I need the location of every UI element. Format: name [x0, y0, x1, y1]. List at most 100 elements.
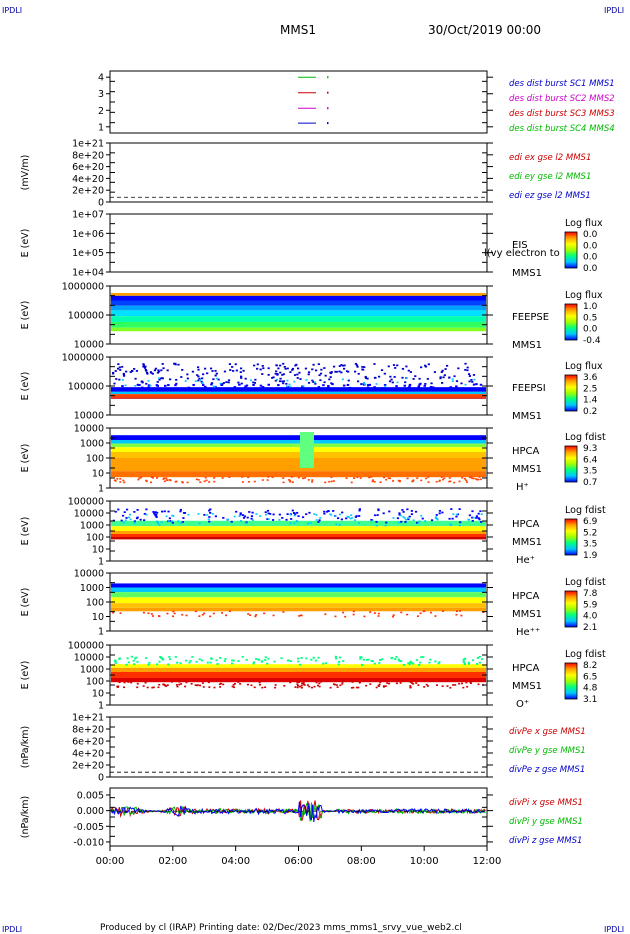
- spectrogram-pixel: [169, 479, 172, 482]
- spectrogram-pixel: [159, 377, 162, 380]
- spectrogram-pixel: [250, 684, 253, 687]
- spectrogram-pixel: [458, 524, 461, 527]
- spectrogram-pixel: [298, 371, 301, 374]
- corner-tag-top-right: IPDLI: [604, 6, 624, 15]
- spectrogram-band: [111, 664, 486, 668]
- spectrogram-pixel: [205, 479, 208, 482]
- spectrogram-pixel: [264, 659, 267, 661]
- spectrogram-pixel: [158, 524, 161, 526]
- spectrogram-pixel: [363, 388, 366, 391]
- spectrogram-pixel: [122, 372, 125, 375]
- spectrogram-pixel: [116, 367, 120, 370]
- spectrogram-pixel: [146, 686, 149, 689]
- burst-interval-mark: [327, 122, 329, 125]
- spectrogram-pixel: [380, 369, 384, 372]
- spectrogram-pixel: [317, 363, 320, 366]
- spectrogram-pixel: [261, 365, 264, 367]
- spectrogram-pixel: [424, 520, 427, 522]
- spectrogram-pixel: [171, 521, 174, 524]
- spectrogram-pixel: [412, 480, 415, 483]
- spectrogram-pixel: [121, 385, 124, 388]
- spectrogram-pixel: [433, 371, 437, 373]
- spectrogram-pixel: [465, 479, 468, 482]
- spectrogram-pixel: [341, 378, 344, 381]
- spectrogram-pixel: [204, 476, 207, 479]
- spectrogram-pixel: [167, 384, 170, 387]
- panel-hpca-h: 10000 1000 100 10 1 E (eV) HPCA MMS1 H⁺ Log fdist…: [20, 424, 606, 495]
- spectrogram-pixel: [283, 365, 286, 368]
- spectrogram-pixel: [248, 511, 251, 513]
- burst-interval-mark: [327, 91, 329, 94]
- spectrogram-pixel: [451, 517, 454, 520]
- spectrogram-pixel: [388, 380, 392, 383]
- spectrogram-pixel: [354, 362, 357, 365]
- spectrogram-pixel: [209, 508, 212, 511]
- spectrogram-pixel: [246, 516, 249, 519]
- spectrogram-pixel: [315, 681, 318, 684]
- y-tick-label: 0: [98, 198, 104, 209]
- spectrogram-pixel: [171, 514, 174, 517]
- spectrogram-pixel: [311, 379, 314, 382]
- colorbar: [564, 590, 578, 628]
- spectrogram-pixel: [163, 510, 166, 513]
- spectrogram-pixel: [371, 480, 374, 483]
- spectrogram-pixel: [209, 511, 212, 514]
- spectrogram-pixel: [434, 517, 437, 520]
- spectrogram-band: [111, 458, 486, 472]
- spectrogram-pixel: [177, 520, 180, 522]
- spectrogram-pixel: [221, 477, 224, 479]
- spectrogram-pixel: [308, 511, 311, 514]
- spectrogram-pixel: [435, 516, 438, 518]
- spectrogram-band: [111, 391, 486, 395]
- y-tick-label: 100: [86, 454, 104, 465]
- spectrogram-pixel: [407, 518, 410, 521]
- instrument-label: MMS1: [512, 411, 542, 422]
- spectrogram-pixel: [143, 367, 147, 369]
- spectrogram-pixel: [271, 388, 274, 391]
- spectrogram-pixel: [324, 613, 327, 616]
- spectrogram-pixel: [390, 378, 393, 381]
- spectrogram-pixel: [201, 613, 204, 616]
- instrument-label: MMS1: [512, 464, 542, 475]
- spectrogram-pixel: [170, 681, 173, 683]
- spectrogram-pixel: [240, 375, 243, 378]
- spectrogram-pixel: [196, 374, 199, 377]
- spectrogram-pixel: [246, 683, 249, 686]
- colorbar-tick-label: 6.5: [583, 672, 597, 682]
- spectrogram-band: [111, 520, 486, 527]
- spectrogram-pixel: [299, 614, 302, 617]
- spectrogram-pixel: [385, 478, 388, 481]
- spectrogram-pixel: [314, 659, 317, 662]
- spectrogram-pixel: [277, 367, 280, 370]
- spectrogram-pixel: [234, 363, 237, 366]
- spectrogram-pixel: [213, 480, 216, 483]
- spectrogram-pixel: [334, 515, 337, 517]
- spectrogram-pixel: [148, 662, 151, 664]
- y-tick-label: 1e+06: [72, 229, 104, 240]
- y-axis-label: (nPa/km): [20, 726, 31, 769]
- spectrogram-pixel: [323, 510, 326, 513]
- spectrogram-pixel: [442, 376, 445, 379]
- spectrogram-pixel: [337, 661, 341, 663]
- spectrogram-pixel: [274, 372, 277, 375]
- spectrogram-pixel: [305, 513, 308, 516]
- spectrogram-pixel: [214, 369, 217, 372]
- spectrogram-pixel: [292, 512, 296, 514]
- spectrogram-pixel: [238, 515, 241, 518]
- spectrogram-pixel: [414, 375, 417, 378]
- spectrogram-pixel: [379, 481, 382, 484]
- spectrogram-pixel: [450, 524, 453, 526]
- spectrogram-pixel: [181, 481, 184, 483]
- spectrogram-pixel: [444, 368, 447, 370]
- spectrogram-pixel: [318, 519, 321, 522]
- spectrogram-pixel: [317, 386, 321, 389]
- spectrogram-band: [111, 471, 486, 478]
- spectrogram-pixel: [303, 477, 306, 479]
- spectrogram-pixel: [134, 384, 137, 387]
- spectrogram-pixel: [366, 384, 370, 387]
- spectrogram-pixel: [366, 377, 369, 380]
- spectrogram-pixel: [448, 477, 451, 479]
- instrument-label: HPCA: [512, 446, 540, 457]
- spectrogram-pixel: [406, 517, 409, 519]
- spectrogram-pixel: [425, 683, 428, 686]
